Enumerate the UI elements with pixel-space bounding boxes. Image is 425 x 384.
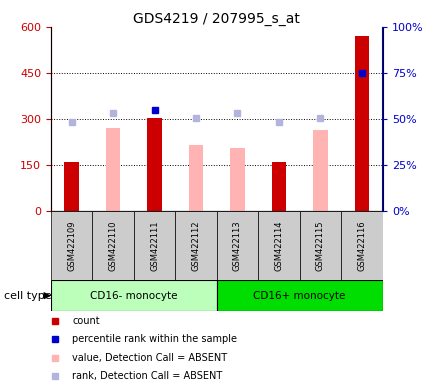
Bar	[147, 118, 162, 211]
Bar	[313, 130, 328, 211]
Bar	[272, 162, 286, 211]
Text: GSM422109: GSM422109	[67, 220, 76, 271]
Bar	[51, 280, 217, 311]
Text: count: count	[72, 316, 100, 326]
Bar	[354, 36, 369, 211]
Bar	[189, 145, 203, 211]
Text: CD16+ monocyte: CD16+ monocyte	[253, 291, 346, 301]
Text: GSM422114: GSM422114	[275, 220, 283, 271]
Bar	[217, 280, 382, 311]
Text: GSM422110: GSM422110	[109, 220, 118, 271]
Text: percentile rank within the sample: percentile rank within the sample	[72, 334, 237, 344]
Title: GDS4219 / 207995_s_at: GDS4219 / 207995_s_at	[133, 12, 300, 26]
Text: value, Detection Call = ABSENT: value, Detection Call = ABSENT	[72, 353, 227, 362]
Text: GSM422111: GSM422111	[150, 220, 159, 271]
Bar	[134, 211, 175, 280]
Bar	[175, 211, 217, 280]
Bar	[106, 128, 120, 211]
Bar	[258, 211, 300, 280]
Text: GSM422112: GSM422112	[192, 220, 201, 271]
Text: rank, Detection Call = ABSENT: rank, Detection Call = ABSENT	[72, 371, 223, 381]
Text: GSM422113: GSM422113	[233, 220, 242, 271]
Bar	[300, 211, 341, 280]
Bar	[341, 211, 382, 280]
Bar	[51, 211, 92, 280]
Text: GSM422115: GSM422115	[316, 220, 325, 271]
Text: cell type: cell type	[4, 291, 52, 301]
Bar	[65, 162, 79, 211]
Text: CD16- monocyte: CD16- monocyte	[90, 291, 178, 301]
Bar	[92, 211, 134, 280]
Text: GSM422116: GSM422116	[357, 220, 366, 271]
Bar	[230, 148, 245, 211]
Bar	[217, 211, 258, 280]
